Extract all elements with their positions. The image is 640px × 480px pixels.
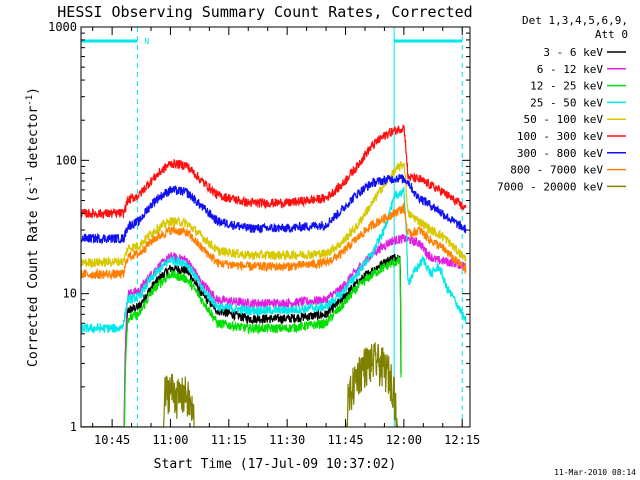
legend-label: 6 - 12 keV (537, 63, 604, 76)
x-tick-label: 11:45 (327, 433, 363, 447)
series-line-6 (81, 174, 467, 245)
legend-header-line: Det 1,3,4,5,6,9, (522, 14, 628, 27)
x-tick-label: 11:00 (152, 433, 188, 447)
legend-label: 800 - 7000 keV (510, 164, 603, 177)
plot-frame (80, 26, 471, 428)
series-line-8 (81, 341, 400, 427)
series-line-2 (81, 255, 402, 427)
legend-label: 7000 - 20000 keV (497, 180, 603, 193)
x-tick-label: 12:00 (386, 433, 422, 447)
chart-title: HESSI Observing Summary Count Rates, Cor… (57, 3, 472, 21)
y-tick-label: 1 (70, 420, 77, 434)
series-line-3 (81, 185, 467, 335)
legend: Det 1,3,4,5,6,9,Att 0 3 - 6 keV 6 - 12 keV… (497, 14, 628, 193)
legend-label: 25 - 50 keV (530, 96, 603, 109)
y-tick-label: 100 (55, 153, 77, 167)
y-axis-label: Corrected Count Rate (s-1 detector-1) (25, 87, 41, 367)
series-line-7 (81, 201, 467, 281)
timestamp: 11-Mar-2010 08:14 (554, 468, 636, 477)
x-tick-label: 11:15 (211, 433, 247, 447)
legend-label: 100 - 300 keV (517, 130, 603, 143)
x-tick-label: 12:15 (444, 433, 480, 447)
series-line-0 (81, 253, 402, 427)
flag-label: N (144, 37, 149, 46)
legend-label: 50 - 100 keV (524, 113, 604, 126)
series-line-1 (81, 234, 467, 427)
legend-label: 12 - 25 keV (530, 80, 603, 93)
legend-header-line: Att 0 (595, 28, 628, 41)
x-tick-label: 11:30 (269, 433, 305, 447)
series-line-5 (81, 124, 467, 220)
series-line-4 (81, 161, 467, 269)
x-tick-label: 10:45 (94, 433, 130, 447)
x-axis-label: Start Time (17-Jul-09 10:37:02) (154, 457, 397, 472)
y-tick-label: 10 (63, 287, 77, 301)
y-tick-label: 1000 (48, 20, 77, 34)
legend-label: 3 - 6 keV (543, 46, 603, 59)
legend-label: 300 - 800 keV (517, 147, 603, 160)
